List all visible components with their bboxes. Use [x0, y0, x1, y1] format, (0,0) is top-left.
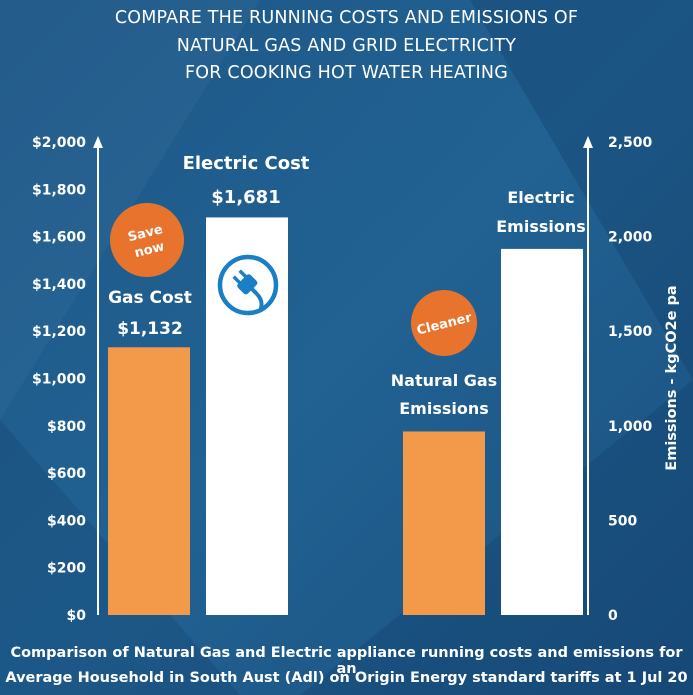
right-tick-label: 1,500 [608, 324, 653, 340]
right-tick-label: 0 [608, 608, 618, 624]
cleaner-badge: Cleaner [411, 290, 477, 356]
gas-emissions-label: Natural Gas [391, 371, 497, 390]
plug-icon-body [232, 269, 264, 312]
caption-line-1: Comparison of Natural Gas and Electric a… [10, 645, 683, 677]
left-tick-label: $600 [47, 466, 86, 482]
left-axis-arrow [93, 136, 103, 148]
right-axis-label: Emissions - kgCO2e pa [664, 285, 680, 470]
gas-cost-bar [108, 347, 190, 615]
bar-labels: Gas Cost $1,132 Electric Cost $1,681 Natural… [108, 153, 586, 418]
gas-emissions-label-2: Emissions [399, 399, 489, 418]
right-axis-ticks: 0 500 1,000 1,500 2,000 2,500 [608, 135, 653, 624]
left-tick-label: $200 [47, 561, 86, 577]
gas-emissions-bar [403, 431, 485, 615]
right-axis-arrow [583, 136, 593, 148]
electric-emissions-bar [501, 248, 583, 615]
electric-emissions-label: Electric [507, 188, 574, 207]
left-tick-label: $1,800 [32, 182, 86, 198]
right-tick-label: 500 [608, 513, 637, 529]
save-now-badge-text: now [133, 239, 166, 261]
chart-title-line-2: NATURAL GAS AND GRID ELECTRICITY [176, 36, 517, 56]
left-tick-label: $400 [47, 513, 86, 529]
electric-emissions-label-2: Emissions [496, 217, 586, 236]
right-tick-label: 2,000 [608, 230, 653, 246]
gas-cost-label: Gas Cost [108, 288, 192, 308]
left-tick-label: $2,000 [32, 135, 86, 151]
plug-icon [217, 254, 279, 316]
right-tick-label: 1,000 [608, 419, 653, 435]
plug-icon-prong [238, 269, 248, 279]
gas-cost-value: $1,132 [117, 319, 183, 339]
plug-icon-head [237, 274, 258, 295]
electric-cost-value: $1,681 [211, 187, 280, 208]
right-tick-label: 2,500 [608, 135, 653, 151]
chart-title-line-3: FOR COOKING HOT WATER HEATING [185, 63, 508, 83]
left-tick-label: $1,400 [32, 277, 86, 293]
axes [93, 136, 593, 615]
left-tick-label: $1,600 [32, 230, 86, 246]
left-tick-label: $1,200 [32, 324, 86, 340]
plug-icon-ring [217, 254, 279, 316]
bars [108, 217, 583, 616]
left-tick-label: $1,000 [32, 372, 86, 388]
chart-title-line-1: COMPARE THE RUNNING COSTS AND EMISSIONS … [114, 8, 579, 28]
left-tick-label: $0 [67, 608, 87, 624]
left-axis-ticks: $0 $200 $400 $600 $800 $1,000 $1,200 $1,400 $1,6… [32, 135, 86, 624]
plug-icon-prong [232, 275, 242, 285]
electric-cost-label: Electric Cost [183, 153, 310, 174]
save-now-badge-circle [110, 203, 184, 277]
left-tick-label: $800 [47, 419, 86, 435]
caption-line-2: Average Household in South Aust (Adl) on… [5, 670, 688, 686]
plug-icon-cord [250, 287, 264, 312]
cleaner-badge-circle [411, 290, 477, 356]
